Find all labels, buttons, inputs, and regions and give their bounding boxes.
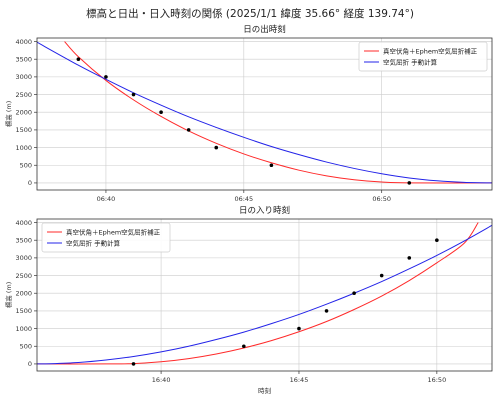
data-point [104,75,108,79]
data-point [242,344,246,349]
y-tick-label: 4000 [15,219,32,227]
data-point [407,256,412,260]
series-line-2 [37,41,492,184]
y-tick-label: 3000 [15,73,32,81]
series-line-2 [37,224,492,365]
data-point [407,181,412,185]
data-point [131,362,136,366]
chart-1: 日の出時刻 0 500 1000 1500 2000 2500 3000 3500 4000 06:… [4,24,493,203]
legend-label: 真空伏角＋Ephem空気屈折補正 [66,227,161,236]
y-tick-label: 3500 [15,237,32,245]
data-point [214,145,219,150]
data-point [269,163,274,168]
data-point [159,110,163,115]
data-point [186,128,191,132]
y-tick-label: 4000 [15,38,32,46]
plot-area [37,222,492,366]
y-tick-label: 2000 [15,109,32,117]
charts: 日の出時刻 0 500 1000 1500 2000 2500 3000 3500 4000 06:… [4,24,493,395]
x-tick-label: 06:45 [234,195,253,203]
legend-label: 空気屈折 手動計算 [66,238,121,247]
y-tick-label: 2000 [15,290,32,298]
y-tick-label: 1500 [15,307,32,315]
y-tick-label: 500 [20,162,32,170]
x-tick-label: 16:50 [427,376,446,384]
y-tick-label: 3500 [15,56,32,64]
data-point [297,326,301,331]
x-tick-label: 06:50 [372,195,391,203]
series-line-1 [37,222,479,365]
y-axis-label: 標高 (m) [4,101,13,127]
y-tick-label: 500 [20,343,32,351]
data-point [76,57,81,62]
y-tick-label: 1500 [15,126,32,134]
y-tick-label: 3000 [15,254,32,262]
data-point [131,92,136,97]
legend-box [358,41,488,72]
x-axis-label: 時刻 [258,386,271,395]
x-tick-label: 16:40 [152,376,171,384]
data-point [379,273,384,278]
chart-title: 日の入り時刻 [239,205,290,216]
x-tick-label: 16:45 [290,376,309,384]
data-point [352,291,356,296]
y-tick-label: 1000 [15,144,32,152]
legend-box [41,222,171,253]
series-line-1 [64,41,492,184]
legend-label: 真空伏角＋Ephem空気屈折補正 [383,46,478,55]
chart-2: 日の入り時刻 0 500 1000 1500 2000 2500 3000 3500 4000 16… [4,205,493,395]
y-tick-label: 1000 [15,325,32,333]
y-tick-label: 2500 [15,272,32,280]
data-point [324,309,329,313]
axes-frame [36,218,493,372]
chart-title: 日の出時刻 [243,24,286,35]
data-point [435,238,439,243]
x-tick-label: 06:40 [97,195,116,203]
figure-title: 標高と日出・日入時刻の関係 (2025/1/1 緯度 35.66° 経度 139… [86,7,414,20]
y-tick-label: 0 [28,360,32,368]
y-tick-label: 2500 [15,91,32,99]
y-axis-label: 標高 (m) [4,282,13,308]
legend-label: 空気屈折 手動計算 [383,57,438,66]
axes-frame [36,37,493,191]
plot-area [37,41,492,185]
y-tick-label: 0 [28,179,32,187]
